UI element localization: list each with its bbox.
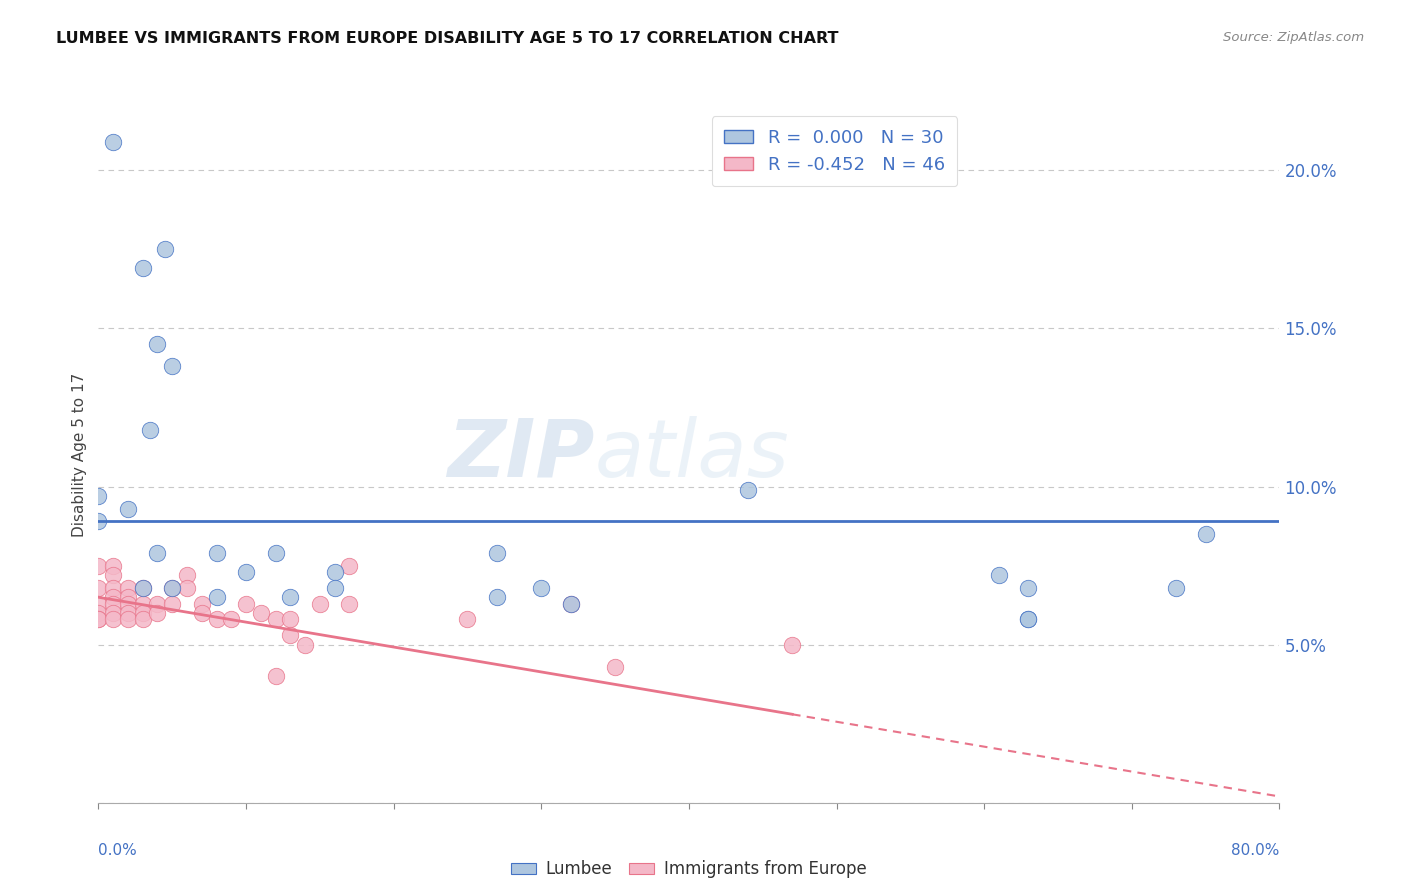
Point — [132, 261, 155, 276]
Point — [103, 606, 125, 620]
Point — [323, 581, 346, 595]
Point — [146, 597, 169, 611]
Point — [737, 483, 759, 497]
Point — [264, 612, 287, 626]
Point — [176, 568, 198, 582]
Point — [205, 546, 228, 560]
Point — [987, 568, 1010, 582]
Point — [117, 597, 139, 611]
Y-axis label: Disability Age 5 to 17: Disability Age 5 to 17 — [72, 373, 87, 537]
Text: Source: ZipAtlas.com: Source: ZipAtlas.com — [1223, 31, 1364, 45]
Point — [162, 581, 183, 595]
Point — [560, 597, 582, 611]
Point — [456, 612, 478, 626]
Point — [278, 612, 302, 626]
Point — [235, 565, 257, 579]
Point — [250, 606, 273, 620]
Text: LUMBEE VS IMMIGRANTS FROM EUROPE DISABILITY AGE 5 TO 17 CORRELATION CHART: LUMBEE VS IMMIGRANTS FROM EUROPE DISABIL… — [56, 31, 839, 46]
Point — [162, 597, 183, 611]
Point — [278, 591, 302, 605]
Point — [117, 612, 139, 626]
Point — [117, 501, 139, 516]
Point — [782, 638, 804, 652]
Point — [191, 597, 214, 611]
Point — [132, 612, 155, 626]
Point — [146, 337, 169, 351]
Point — [1017, 581, 1039, 595]
Point — [132, 597, 155, 611]
Point — [323, 565, 346, 579]
Point — [162, 359, 183, 374]
Point — [235, 597, 257, 611]
Point — [87, 514, 110, 528]
Point — [132, 581, 155, 595]
Point — [87, 597, 110, 611]
Point — [309, 597, 332, 611]
Point — [486, 591, 509, 605]
Point — [103, 135, 125, 149]
Point — [1195, 527, 1218, 541]
Point — [205, 591, 228, 605]
Text: 80.0%: 80.0% — [1232, 843, 1279, 858]
Point — [205, 612, 228, 626]
Point — [176, 581, 198, 595]
Point — [132, 606, 155, 620]
Point — [87, 606, 110, 620]
Point — [264, 669, 287, 683]
Point — [146, 606, 169, 620]
Point — [139, 423, 162, 437]
Point — [337, 558, 360, 573]
Point — [530, 581, 553, 595]
Point — [162, 581, 183, 595]
Point — [132, 581, 155, 595]
Point — [278, 628, 302, 642]
Point — [103, 581, 125, 595]
Text: ZIP: ZIP — [447, 416, 595, 494]
Point — [87, 558, 110, 573]
Point — [1017, 612, 1039, 626]
Point — [219, 612, 242, 626]
Legend: Lumbee, Immigrants from Europe: Lumbee, Immigrants from Europe — [505, 854, 873, 885]
Point — [117, 591, 139, 605]
Point — [191, 606, 214, 620]
Point — [87, 612, 110, 626]
Point — [153, 243, 176, 257]
Point — [103, 597, 125, 611]
Point — [337, 597, 360, 611]
Point — [87, 489, 110, 503]
Point — [1017, 612, 1039, 626]
Point — [264, 546, 287, 560]
Point — [605, 660, 627, 674]
Point — [1164, 581, 1187, 595]
Point — [560, 597, 582, 611]
Text: atlas: atlas — [595, 416, 789, 494]
Point — [294, 638, 316, 652]
Point — [117, 581, 139, 595]
Point — [146, 546, 169, 560]
Point — [103, 612, 125, 626]
Point — [103, 568, 125, 582]
Point — [486, 546, 509, 560]
Point — [87, 612, 110, 626]
Point — [117, 606, 139, 620]
Point — [87, 581, 110, 595]
Point — [103, 591, 125, 605]
Text: 0.0%: 0.0% — [98, 843, 138, 858]
Point — [103, 558, 125, 573]
